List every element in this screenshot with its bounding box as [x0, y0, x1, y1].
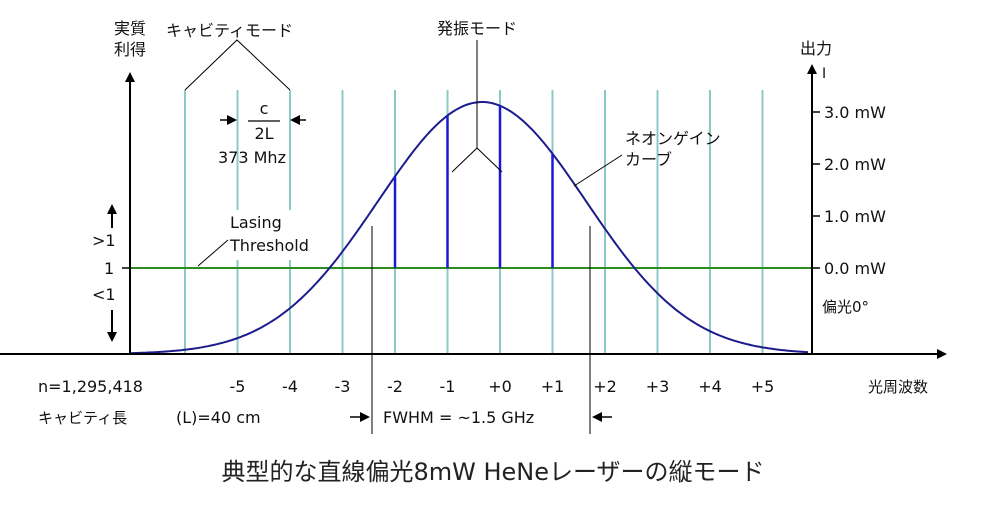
figure-caption: 典型的な直線偏光8mW HeNeレーザーの縦モード — [221, 458, 765, 486]
x-tick-label: -1 — [440, 377, 456, 396]
x-tick-label: -3 — [335, 377, 351, 396]
neon-gain-label-line2: カーブ — [625, 150, 672, 169]
x-tick-label: +5 — [751, 377, 775, 396]
gain-eq1-label: 1 — [104, 259, 114, 278]
fraction-numerator: c — [260, 99, 269, 118]
power-tick-label: 0.0 mW — [824, 259, 886, 278]
cavity-modes-label: キャビティモード — [166, 21, 293, 40]
cavity-length-label: キャビティ長 — [38, 409, 127, 427]
lasing-label-bg — [224, 210, 334, 260]
power-marker: I — [822, 66, 826, 82]
power-axis-title: 出力 — [800, 39, 832, 58]
oscillating-laser-modes — [393, 105, 554, 268]
x-tick-label: -4 — [282, 377, 298, 396]
fwhm-label: FWHM = ~1.5 GHz — [383, 408, 534, 427]
x-tick-label: -5 — [230, 377, 246, 396]
fraction-denominator: 2L — [254, 124, 273, 143]
mode-number-label: n=1,295,418 — [38, 377, 143, 396]
lasing-label-line1: Lasing — [230, 213, 282, 232]
cavity-modes-leader — [184, 39, 291, 91]
x-tick-label: -2 — [387, 377, 403, 396]
x-tick-label: +1 — [541, 377, 565, 396]
osc-modes-leader-right — [476, 147, 503, 173]
mode-spacing-value: 373 Mhz — [218, 148, 286, 167]
x-tick-label: +0 — [488, 377, 512, 396]
x-axis-title: 光周波数 — [868, 378, 928, 396]
neon-gain-leader — [573, 154, 623, 187]
neon-gain-curve — [129, 101, 809, 355]
osc-modes-label: 発振モード — [437, 19, 517, 38]
gain-lt1-label: <1 — [92, 285, 116, 304]
x-tick-label: +3 — [646, 377, 670, 396]
power-tick-label: 2.0 mW — [824, 155, 886, 174]
polarization-label: 偏光0° — [822, 298, 869, 316]
cavity-length-value: (L)=40 cm — [176, 408, 261, 427]
power-axis-ticks: 3.0 mW 2.0 mW 1.0 mW 0.0 mW — [812, 103, 886, 278]
neon-gain-label-line1: ネオンゲイン — [625, 129, 721, 148]
power-tick-label: 1.0 mW — [824, 207, 886, 226]
x-axis-tick-labels: -5 -4 -3 -2 -1 +0 +1 +2 +3 +4 +5 — [230, 377, 775, 396]
gain-gt1-label: >1 — [92, 231, 116, 250]
gain-axis-title-line2: 利得 — [114, 40, 146, 59]
x-tick-label: +4 — [698, 377, 722, 396]
lasing-label-line2: Threshold — [229, 236, 309, 255]
power-tick-label: 3.0 mW — [824, 103, 886, 122]
gain-axis-title-line1: 実質 — [114, 19, 146, 38]
lasing-leader — [197, 239, 229, 267]
x-tick-label: +2 — [593, 377, 617, 396]
